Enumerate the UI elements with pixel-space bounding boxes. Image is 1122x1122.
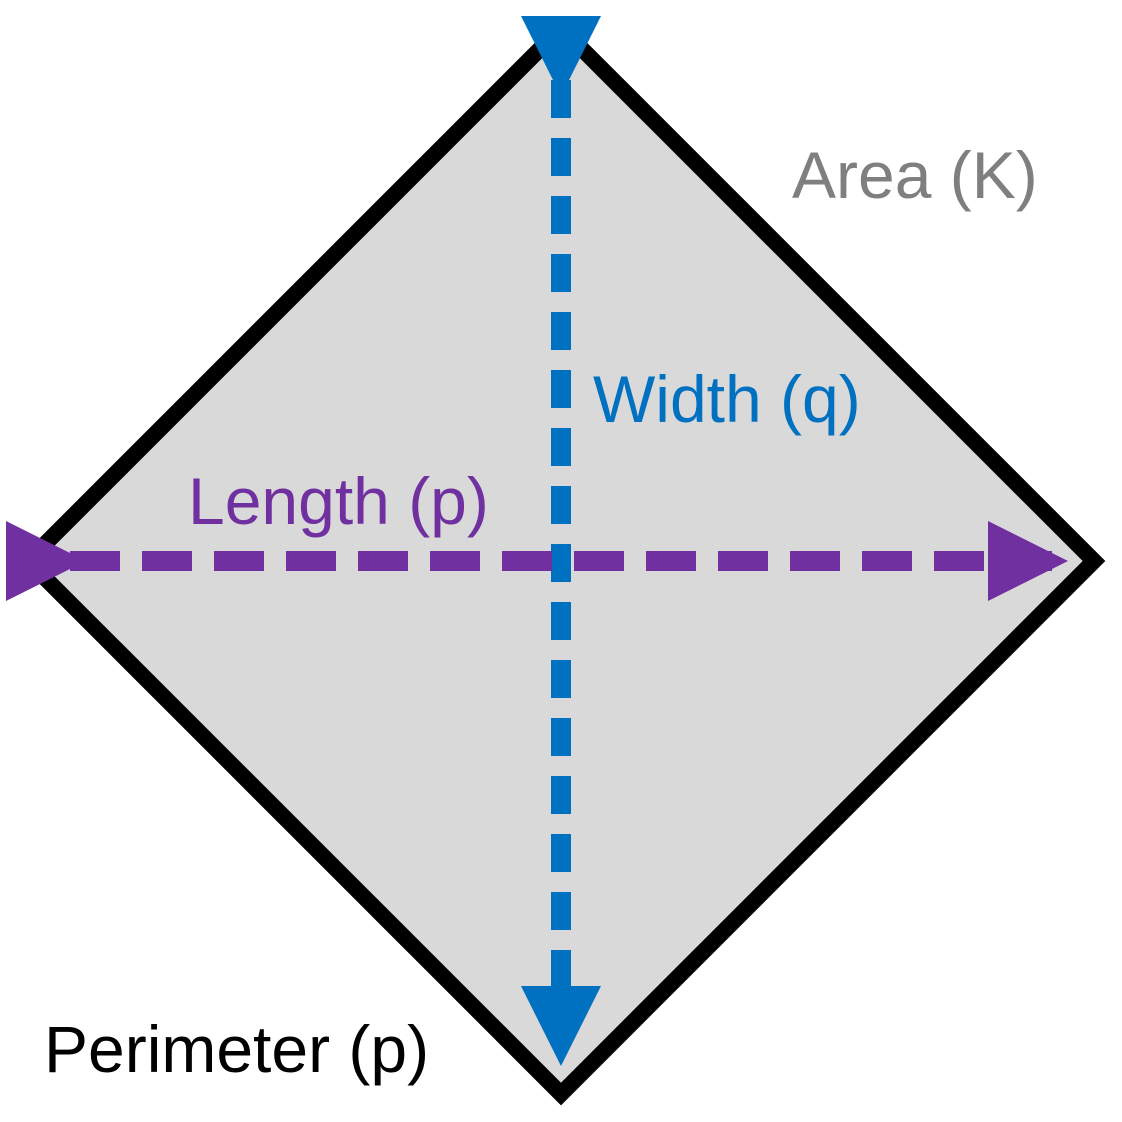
area-label: Area (K) (792, 138, 1038, 212)
length-label: Length (p) (188, 464, 489, 538)
width-label: Width (q) (593, 362, 861, 436)
perimeter-label: Perimeter (p) (44, 1012, 429, 1086)
